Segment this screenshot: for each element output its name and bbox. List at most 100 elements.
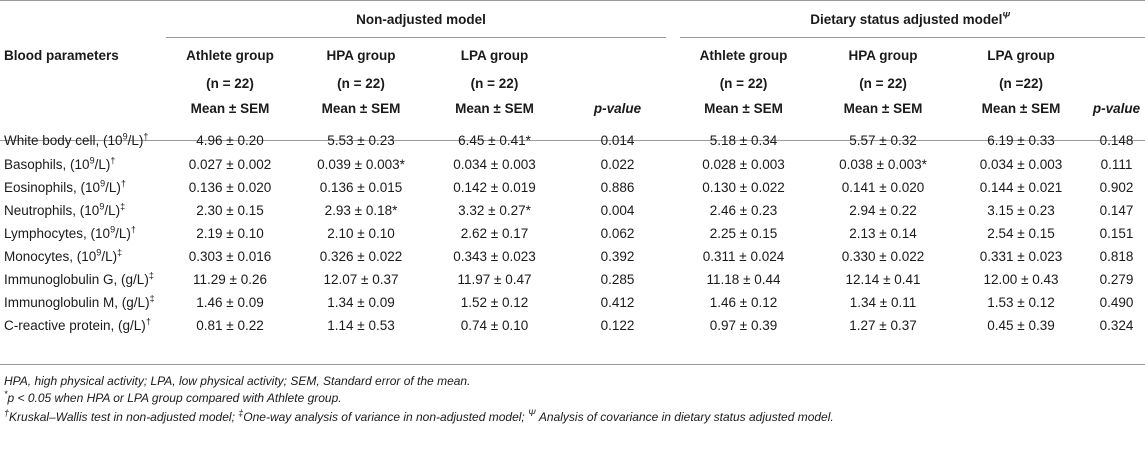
pvalue-cell: 0.392 <box>600 249 635 264</box>
table-cell: 0.97 ± 0.39 <box>709 318 778 333</box>
pvalue-cell: 0.412 <box>600 295 635 310</box>
row-label: Neutrophils, (109/L)‡ <box>4 201 126 218</box>
top-rule <box>0 0 1145 1</box>
table-cell: 0.027 ± 0.002 <box>188 157 272 172</box>
group-header-adjusted: Dietary status adjusted modelΨ <box>810 10 1010 27</box>
table-cell: 0.303 ± 0.016 <box>188 249 272 264</box>
col-n-athlete: (n = 22) <box>206 75 254 91</box>
col-header-athlete-adj: Athlete group <box>699 48 788 63</box>
pvalue-cell: 0.004 <box>600 203 635 218</box>
table-row: Basophils, (109/L)† 0.027 ± 0.002 0.039 ± … <box>0 153 1145 176</box>
table-cell: 1.46 ± 0.12 <box>709 295 778 310</box>
table-body: White body cell, (109/L)† 4.96 ± 0.20 5.53… <box>0 122 1145 337</box>
table-cell: 0.136 ± 0.020 <box>188 180 272 195</box>
col-header-pvalue: p-value <box>593 100 642 116</box>
col-stat-hpa: Mean ± SEM <box>321 100 401 116</box>
pvalue-cell: 0.111 <box>1100 157 1133 172</box>
pvalue-cell: 0.022 <box>600 157 635 172</box>
table-cell: 2.19 ± 0.10 <box>196 226 264 241</box>
table-cell: 0.330 ± 0.022 <box>841 249 925 264</box>
col-header-lpa-adj: LPA group <box>987 48 1055 63</box>
table-cell: 3.32 ± 0.27* <box>458 203 531 218</box>
table-cell: 6.45 ± 0.41* <box>458 133 531 148</box>
table-cell: 0.311 ± 0.024 <box>702 249 785 264</box>
table-cell: 0.130 ± 0.022 <box>702 180 785 195</box>
col-header-lpa: LPA group <box>460 48 529 63</box>
row-label: White body cell, (109/L)† <box>4 131 149 148</box>
pvalue-cell: 0.151 <box>1099 226 1134 241</box>
col-stat-athlete-adj: Mean ± SEM <box>704 100 783 116</box>
table-cell: 0.039 ± 0.003* <box>317 157 405 172</box>
table-row: Monocytes, (109/L)‡ 0.303 ± 0.016 0.326 ± … <box>0 245 1145 268</box>
blood-parameters-table: Non-adjusted model Dietary status adjust… <box>0 10 1145 337</box>
row-label: C-reactive protein, (g/L)† <box>4 316 151 333</box>
table-cell: 1.27 ± 0.37 <box>849 318 917 333</box>
pvalue-cell: 0.902 <box>1099 180 1134 195</box>
table-row: Lymphocytes, (109/L)† 2.19 ± 0.10 2.10 ± 0… <box>0 222 1145 245</box>
col-n-lpa: (n = 22) <box>470 75 519 91</box>
table-cell: 2.25 ± 0.15 <box>709 226 778 241</box>
pvalue-cell: 0.148 <box>1099 133 1134 148</box>
table-footnotes: HPA, high physical activity; LPA, low ph… <box>4 372 1134 428</box>
table-cell: 0.343 ± 0.023 <box>453 249 536 264</box>
table-cell: 12.07 ± 0.37 <box>323 272 399 287</box>
table-bottom-rule <box>0 364 1145 365</box>
group-header-non-adjusted: Non-adjusted model <box>356 11 486 27</box>
table-cell: 2.46 ± 0.23 <box>709 203 778 218</box>
table-cell: 12.00 ± 0.43 <box>983 272 1059 287</box>
table-cell: 12.14 ± 0.41 <box>845 272 921 287</box>
row-label: Monocytes, (109/L)‡ <box>4 247 123 264</box>
table-cell: 5.53 ± 0.23 <box>327 133 395 148</box>
row-label: Basophils, (109/L)† <box>4 155 116 172</box>
col-header-pvalue-adj: p-value <box>1092 100 1141 116</box>
table-cell: 4.96 ± 0.20 <box>196 133 264 148</box>
table-cell: 1.34 ± 0.11 <box>849 295 917 310</box>
table-cell: 11.18 ± 0.44 <box>706 272 781 287</box>
table-row: White body cell, (109/L)† 4.96 ± 0.20 5.53… <box>0 122 1145 153</box>
table-cell: 0.74 ± 0.10 <box>460 318 529 333</box>
header-bottom-rule <box>0 140 1145 141</box>
pvalue-cell: 0.147 <box>1099 203 1134 218</box>
row-header: Blood parameters <box>4 48 119 63</box>
col-n-hpa-adj: (n = 22) <box>859 75 907 91</box>
col-header-hpa: HPA group <box>326 48 396 63</box>
table-cell: 1.52 ± 0.12 <box>460 295 529 310</box>
table-cell: 0.331 ± 0.023 <box>979 249 1063 264</box>
col-n-hpa: (n = 22) <box>337 75 385 91</box>
table-cell: 6.19 ± 0.33 <box>987 133 1055 148</box>
table-cell: 5.57 ± 0.32 <box>849 133 917 148</box>
table-row: Immunoglobulin G, (g/L)‡ 11.29 ± 0.26 12.0… <box>0 268 1145 291</box>
table-row: Eosinophils, (109/L)† 0.136 ± 0.020 0.136 … <box>0 176 1145 199</box>
pvalue-cell: 0.490 <box>1099 295 1134 310</box>
table-row: C-reactive protein, (g/L)† 0.81 ± 0.22 1.1… <box>0 314 1145 337</box>
table-cell: 1.53 ± 0.12 <box>987 295 1055 310</box>
table-cell: 1.14 ± 0.53 <box>327 318 395 333</box>
table-row: Immunoglobulin M, (g/L)‡ 1.46 ± 0.09 1.34 … <box>0 291 1145 314</box>
table-cell: 1.46 ± 0.09 <box>196 295 264 310</box>
table-cell: 0.81 ± 0.22 <box>196 318 264 333</box>
col-stat-athlete: Mean ± SEM <box>190 100 270 116</box>
table-cell: 0.142 ± 0.019 <box>453 180 536 195</box>
table-row: Neutrophils, (109/L)‡ 2.30 ± 0.15 2.93 ± 0… <box>0 199 1145 222</box>
table-cell: 0.45 ± 0.39 <box>987 318 1055 333</box>
col-n-lpa-adj: (n =22) <box>999 75 1043 91</box>
table-cell: 0.326 ± 0.022 <box>319 249 403 264</box>
non-adjusted-underline <box>166 37 666 38</box>
row-label: Immunoglobulin M, (g/L)‡ <box>4 293 155 310</box>
footnote-abbreviations: HPA, high physical activity; LPA, low ph… <box>4 374 471 388</box>
col-header-athlete: Athlete group <box>186 48 274 63</box>
pvalue-cell: 0.279 <box>1099 272 1134 287</box>
table-cell: 1.34 ± 0.09 <box>327 295 395 310</box>
row-label: Lymphocytes, (109/L)† <box>4 224 136 241</box>
table-cell: 0.028 ± 0.003 <box>702 157 785 172</box>
col-stat-lpa: Mean ± SEM <box>455 100 534 116</box>
row-label: Immunoglobulin G, (g/L)‡ <box>4 270 154 287</box>
pvalue-cell: 0.122 <box>600 318 635 333</box>
table-cell: 0.136 ± 0.015 <box>319 180 403 195</box>
col-stat-hpa-adj: Mean ± SEM <box>843 100 923 116</box>
pvalue-cell: 0.285 <box>600 272 635 287</box>
col-stat-lpa-adj: Mean ± SEM <box>981 100 1061 116</box>
table-cell: 11.29 ± 0.26 <box>193 272 267 287</box>
footnote-significance: *p < 0.05 when HPA or LPA group compared… <box>4 389 342 406</box>
